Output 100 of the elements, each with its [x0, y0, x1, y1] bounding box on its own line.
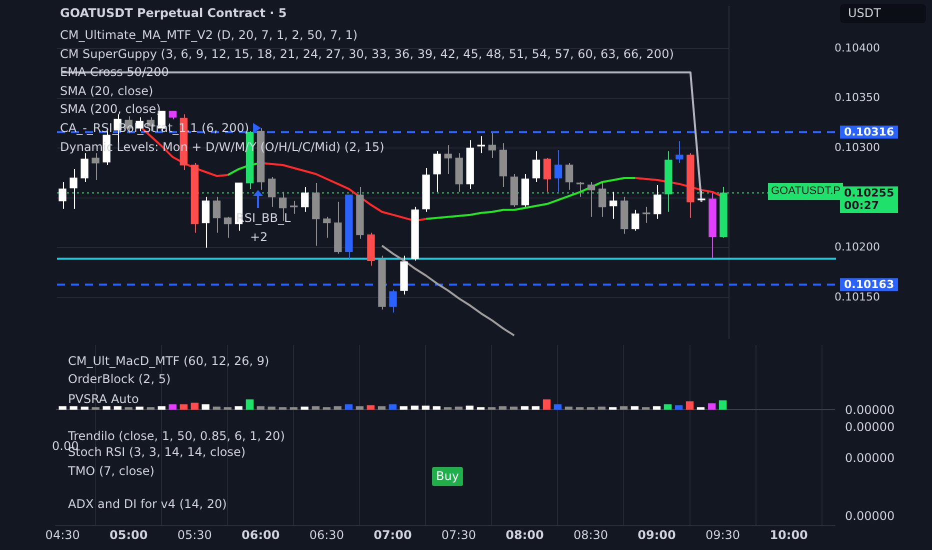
bar [322, 407, 330, 410]
bar [554, 404, 562, 410]
candlestick [301, 186, 309, 212]
candlestick [587, 181, 596, 218]
y-tick-label: 0.10300 [834, 140, 880, 154]
bar [278, 407, 287, 410]
bar [366, 405, 374, 410]
x-tick-label: 06:30 [309, 528, 344, 542]
candlestick [632, 209, 640, 232]
y-tick-label: 0.10200 [834, 240, 880, 254]
x-tick-label: 05:30 [177, 528, 212, 542]
bar [718, 400, 727, 410]
x-tick-label: 07:30 [441, 528, 476, 542]
annotation: +2 [250, 230, 268, 245]
text: TMO (7, close) [68, 464, 154, 479]
text: ADX and DI for v4 (14, 20) [68, 497, 227, 512]
bar [80, 406, 88, 410]
bar [652, 406, 661, 410]
bar [378, 406, 386, 410]
bar [608, 407, 617, 410]
bar [234, 406, 242, 410]
bar [422, 406, 430, 410]
text: 0.00000 [845, 403, 895, 418]
x-tick-label: 10:00 [770, 528, 808, 542]
y-tick-label: 0.10350 [834, 91, 880, 104]
bar [598, 406, 606, 410]
bar [168, 404, 176, 410]
bar [466, 406, 474, 410]
annotation: SMA (20, close) [60, 84, 154, 99]
y-tick-label: 0.10400 [834, 41, 880, 54]
x-tick-label: 09:00 [638, 528, 676, 542]
candlestick [212, 196, 221, 234]
candlestick [433, 150, 441, 192]
candlestick [543, 158, 552, 192]
x-tick-label: 05:00 [110, 528, 148, 542]
bar [400, 406, 408, 410]
bar [620, 406, 628, 410]
annotation: SMA (200, close) [60, 102, 161, 117]
x-tick-label: 04:30 [45, 528, 80, 542]
bar [70, 406, 78, 410]
bar [542, 399, 551, 410]
ref-line-label: 0.10316 [844, 126, 894, 139]
candlestick [80, 152, 88, 182]
candlestick [554, 150, 562, 192]
ref-line-label: 0.10163 [844, 278, 894, 291]
bar [488, 407, 496, 410]
candlestick [598, 181, 606, 218]
candlestick [654, 184, 662, 220]
bar [444, 407, 452, 410]
x-tick-label: 08:30 [573, 528, 608, 542]
x-tick-label: 07:00 [374, 528, 412, 542]
text: 00:27 [840, 198, 898, 213]
bar [630, 406, 639, 410]
candlestick [58, 181, 66, 210]
bar [564, 406, 573, 410]
bar [686, 401, 694, 410]
bar [520, 406, 529, 410]
bar [190, 402, 198, 410]
bar [246, 399, 254, 410]
text: 0.00000 [845, 420, 895, 435]
bar [146, 407, 154, 410]
bar [102, 406, 110, 410]
bar [356, 406, 364, 410]
x-tick-label: 09:30 [705, 528, 740, 542]
candlestick [389, 289, 397, 313]
bar [510, 406, 518, 410]
bar [124, 407, 132, 410]
bar [642, 407, 650, 410]
text: CM_Ult_MacD_MTF (60, 12, 26, 9) [68, 354, 270, 369]
chart-title: GOATUSDT Perpetual Contract · 5 [60, 6, 287, 20]
text: 0.00000 [845, 451, 895, 466]
bar [202, 404, 210, 410]
bar [158, 406, 166, 410]
candlestick [532, 150, 540, 182]
y-tick-label: 0.10150 [834, 290, 880, 304]
text: USDT [840, 4, 926, 23]
text: GOATUSDT.P [768, 183, 844, 200]
bar [476, 407, 485, 410]
bar [268, 406, 276, 410]
candlestick [610, 191, 618, 220]
bar [92, 407, 100, 410]
bar [664, 404, 672, 410]
candlestick [444, 144, 452, 174]
bar [300, 406, 308, 410]
candlestick [488, 132, 496, 159]
bar [114, 406, 122, 410]
x-tick-label: 06:00 [242, 528, 280, 542]
bar [708, 403, 716, 410]
text: Buy [432, 467, 463, 486]
bar [454, 406, 463, 410]
candlestick [70, 168, 78, 210]
bar [224, 407, 232, 410]
bar [290, 407, 298, 410]
bar [410, 406, 419, 410]
text: 0.00000 [845, 509, 895, 524]
bar [388, 404, 397, 410]
bar [180, 404, 188, 410]
candlestick [565, 162, 574, 190]
candlestick [323, 216, 331, 238]
bar [674, 405, 683, 410]
